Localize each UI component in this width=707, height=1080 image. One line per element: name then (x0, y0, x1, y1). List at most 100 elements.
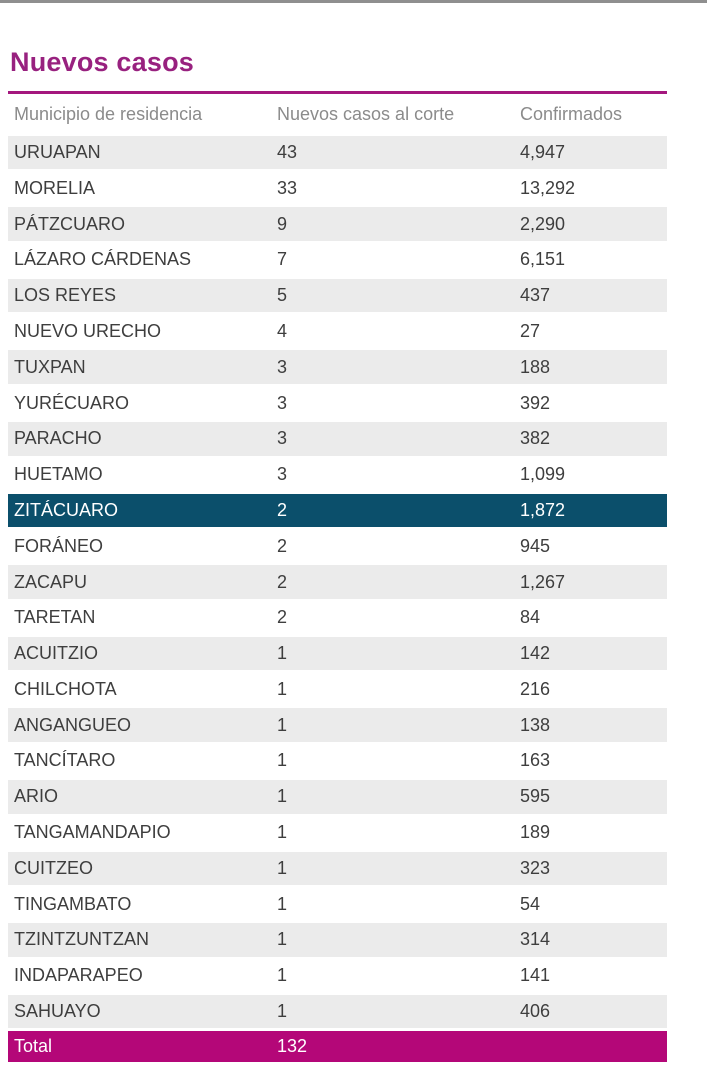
cases-table: Municipio de residencia Nuevos casos al … (8, 94, 667, 1062)
cell-nuevos-casos: 1 (277, 750, 288, 771)
cell-confirmados: 6,151 (520, 249, 566, 270)
table-header: Municipio de residencia Nuevos casos al … (8, 94, 667, 136)
cell-nuevos-casos: 1 (277, 786, 288, 807)
column-header-confirmados: Confirmados (520, 104, 623, 125)
table-row: TANCÍTARO 1 163 (8, 744, 667, 778)
cell-municipio: TANCÍTARO (14, 750, 116, 771)
cell-confirmados: 84 (520, 607, 541, 628)
cell-municipio: HUETAMO (14, 464, 103, 485)
cell-confirmados: 323 (520, 857, 551, 878)
cell-confirmados: 1,872 (520, 499, 566, 520)
cell-confirmados: 54 (520, 893, 541, 914)
cell-nuevos-casos: 5 (277, 285, 288, 306)
cell-municipio: PÁTZCUARO (14, 213, 126, 234)
cell-confirmados: 382 (520, 428, 551, 449)
cell-municipio: SAHUAYO (14, 1001, 101, 1022)
cell-municipio: CUITZEO (14, 857, 93, 878)
cell-confirmados: 1,267 (520, 571, 566, 592)
cell-confirmados: 2,290 (520, 213, 566, 234)
cell-municipio: ANGANGUEO (14, 714, 132, 735)
cell-nuevos-casos: 9 (277, 213, 288, 234)
cell-municipio: LOS REYES (14, 285, 117, 306)
table-row: TARETAN 2 84 (8, 601, 667, 635)
cell-municipio: TANGAMANDAPIO (14, 822, 171, 843)
cell-municipio: YURÉCUARO (14, 392, 130, 413)
cell-nuevos-casos: 43 (277, 141, 298, 162)
cell-confirmados: 163 (520, 750, 551, 771)
cell-confirmados: 1,099 (520, 464, 566, 485)
cell-municipio: FORÁNEO (14, 535, 104, 556)
title-divider (8, 90, 667, 94)
cell-municipio: ACUITZIO (14, 643, 98, 664)
table-body: URUAPAN 43 4,947 MORELIA 33 13,292 PÁTZCUARO 9 2… (8, 135, 667, 1029)
cell-nuevos-casos: 3 (277, 464, 288, 485)
cell-confirmados: 945 (520, 535, 551, 556)
cell-confirmados: 138 (520, 714, 551, 735)
cell-nuevos-casos: 1 (277, 893, 288, 914)
top-border-line (0, 0, 707, 3)
column-header-municipio: Municipio de residencia (14, 104, 203, 125)
table-row: YURÉCUARO 3 392 (8, 386, 667, 420)
table-row: HUETAMO 3 1,099 (8, 457, 667, 492)
column-header-nuevos-casos: Nuevos casos al corte (277, 104, 455, 125)
cell-municipio: MORELIA (14, 177, 96, 198)
table-row: URUAPAN 43 4,947 (8, 135, 667, 170)
cell-nuevos-casos: 1 (277, 822, 288, 843)
table-row: CHILCHOTA 1 216 (8, 672, 667, 707)
cell-municipio: ARIO (14, 786, 59, 807)
cell-confirmados: 437 (520, 285, 551, 306)
cell-confirmados: 27 (520, 320, 541, 341)
cell-confirmados: 392 (520, 392, 551, 413)
cell-confirmados: 406 (520, 1001, 551, 1022)
table-row: PÁTZCUARO 9 2,290 (8, 207, 667, 241)
table-row: TINGAMBATO 1 54 (8, 887, 667, 921)
table-row: SAHUAYO 1 406 (8, 994, 667, 1029)
cell-nuevos-casos: 1 (277, 965, 288, 986)
cell-municipio: INDAPARAPEO (14, 965, 143, 986)
cell-confirmados: 13,292 (520, 177, 576, 198)
table-row: NUEVO URECHO 4 27 (8, 314, 667, 349)
page-title: Nuevos casos (10, 47, 194, 77)
content-container: Nuevos casos Municipio de residencia Nue… (8, 47, 667, 1062)
table-row: ZACAPU 2 1,267 (8, 565, 667, 599)
cell-nuevos-casos: 1 (277, 714, 288, 735)
table-total-row: Total 132 (8, 1030, 667, 1062)
cell-confirmados: 595 (520, 786, 551, 807)
cell-nuevos-casos: 2 (277, 571, 288, 592)
cell-municipio: TINGAMBATO (14, 893, 132, 914)
table-row: ZITÁCUARO 2 1,872 (8, 493, 667, 528)
cell-nuevos-casos: 7 (277, 249, 288, 270)
cell-nuevos-casos: 3 (277, 392, 288, 413)
cell-municipio: PARACHO (14, 428, 102, 449)
table-row: ARIO 1 595 (8, 780, 667, 814)
cell-nuevos-casos: 1 (277, 857, 288, 878)
cell-municipio: TARETAN (14, 607, 96, 628)
table-row: TANGAMANDAPIO 1 189 (8, 815, 667, 850)
total-label: Total (14, 1035, 53, 1056)
cell-municipio: ZITÁCUARO (14, 499, 119, 520)
cell-confirmados: 216 (520, 678, 551, 699)
cell-nuevos-casos: 4 (277, 320, 288, 341)
cell-confirmados: 141 (520, 965, 551, 986)
cell-nuevos-casos: 1 (277, 643, 288, 664)
table-row: ACUITZIO 1 142 (8, 636, 667, 671)
cell-nuevos-casos: 1 (277, 678, 288, 699)
cell-confirmados: 188 (520, 356, 551, 377)
table-row: TUXPAN 3 188 (8, 350, 667, 384)
cell-municipio: LÁZARO CÁRDENAS (14, 249, 192, 270)
cell-municipio: CHILCHOTA (14, 678, 117, 699)
cell-municipio: TUXPAN (14, 356, 86, 377)
cell-nuevos-casos: 33 (277, 177, 298, 198)
total-nuevos-casos-value: 132 (277, 1035, 308, 1056)
cell-nuevos-casos: 2 (277, 607, 288, 628)
cell-municipio: TZINTZUNTZAN (14, 929, 149, 950)
table-row: TZINTZUNTZAN 1 314 (8, 923, 667, 957)
table-row: LÁZARO CÁRDENAS 7 6,151 (8, 243, 667, 277)
table-row: MORELIA 33 13,292 (8, 171, 667, 205)
table-row: PARACHO 3 382 (8, 422, 667, 456)
cell-nuevos-casos: 2 (277, 535, 288, 556)
cell-nuevos-casos: 3 (277, 428, 288, 449)
cell-confirmados: 189 (520, 822, 551, 843)
cell-nuevos-casos: 2 (277, 499, 288, 520)
cell-confirmados: 142 (520, 643, 551, 664)
